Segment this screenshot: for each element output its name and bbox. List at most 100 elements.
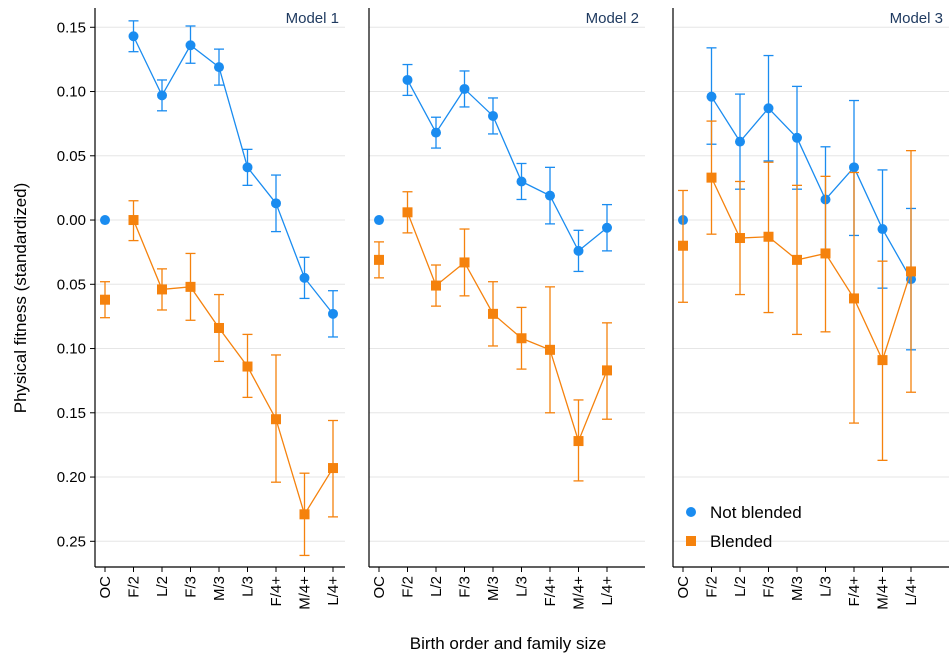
series-not-blended: [678, 47, 916, 351]
data-point: [431, 127, 441, 138]
panel-title: Model 2: [586, 10, 639, 27]
data-point: [602, 222, 612, 233]
x-tick-label: M/4+: [875, 576, 892, 610]
data-point: [299, 509, 310, 520]
series-not-blended: [374, 63, 612, 273]
x-tick-label: L/4+: [903, 576, 920, 606]
data-point: [735, 233, 745, 244]
data-point: [488, 308, 498, 319]
series-line: [710, 177, 912, 362]
data-point: [545, 190, 555, 201]
x-tick-label: L/3: [240, 576, 257, 597]
data-point: [516, 176, 527, 187]
panels: 0.15 0.10 0.05 0.00 0.05 0.10 0.15 0.20 0.25 OC F/…: [57, 8, 949, 610]
data-point: [214, 62, 224, 73]
data-point: [735, 136, 745, 147]
legend-label-2: Blended: [710, 532, 772, 551]
panel-1: 0.15 0.10 0.05 0.00 0.05 0.10 0.15 0.20 0.25 OC F/…: [57, 8, 345, 610]
series-line: [710, 96, 912, 280]
data-point: [459, 257, 470, 268]
x-tick-label: F/3: [457, 576, 474, 598]
series-blended: [100, 200, 338, 557]
data-point: [706, 172, 717, 183]
x-tick-label: M/3: [211, 576, 228, 601]
data-point: [100, 294, 110, 305]
legend-marker-1: [686, 507, 696, 517]
x-tick-label: F/4+: [268, 576, 285, 607]
data-point: [877, 355, 888, 366]
series-not-blended: [100, 20, 338, 338]
x-tick-label: L/2: [428, 576, 445, 597]
data-point: [516, 333, 527, 344]
x-tick-label: F/2: [704, 576, 721, 598]
data-point: [849, 293, 859, 304]
data-point: [849, 162, 859, 173]
x-tick-label: L/3: [818, 576, 835, 597]
series-line: [132, 35, 334, 315]
x-tick-label: L/4+: [325, 576, 342, 606]
series-line: [406, 79, 608, 252]
y-tick-label: 0.15: [57, 19, 86, 36]
data-point: [157, 284, 167, 295]
y-tick-label: 0.05: [57, 148, 86, 165]
data-point: [271, 198, 281, 209]
y-tick-label: 0.10: [57, 84, 86, 101]
data-point: [602, 365, 612, 376]
data-point: [214, 322, 224, 333]
data-point: [128, 31, 139, 42]
data-point: [820, 248, 831, 259]
data-point: [431, 280, 441, 291]
panel-3: OC F/2 L/2 F/3 M/3 L/3 F/4+ M/4+ L/4+ Model 3: [672, 8, 949, 610]
panel-title: Model 1: [286, 10, 339, 27]
series-blended: [374, 191, 612, 482]
data-point: [128, 215, 139, 226]
y-tick-label: 0.10: [57, 341, 86, 358]
x-tick-label: F/4+: [846, 576, 863, 607]
legend-label-1: Not blended: [710, 503, 802, 522]
y-axis-title: Physical fitness (standardized): [11, 183, 30, 414]
data-point: [488, 110, 498, 121]
data-point: [906, 266, 916, 277]
data-point: [374, 254, 384, 265]
data-point: [459, 83, 470, 94]
x-tick-label: OC: [371, 576, 388, 599]
x-tick-label: F/3: [183, 576, 200, 598]
data-point: [299, 272, 310, 283]
series-line: [132, 219, 334, 516]
data-point: [402, 207, 413, 218]
data-point: [100, 215, 110, 226]
x-tick-label: F/4+: [542, 576, 559, 607]
legend: Not blended Blended: [686, 503, 802, 551]
x-tick-label: M/4+: [297, 576, 314, 610]
data-point: [242, 361, 253, 372]
x-tick-label: L/4+: [599, 576, 616, 606]
data-point: [328, 463, 338, 474]
data-point: [792, 254, 802, 265]
legend-marker-2: [686, 536, 696, 546]
y-tick-label: 0.15: [57, 405, 86, 422]
x-tick-label: L/3: [514, 576, 531, 597]
x-axis-title: Birth order and family size: [410, 634, 607, 653]
data-point: [185, 40, 196, 51]
data-point: [328, 308, 338, 319]
data-point: [706, 91, 717, 102]
data-point: [157, 90, 167, 101]
y-tick-label: 0.20: [57, 469, 86, 486]
y-tick-label: 0.05: [57, 276, 86, 293]
data-point: [678, 240, 688, 251]
y-tick-label: 0.25: [57, 533, 86, 550]
data-point: [763, 231, 774, 242]
data-point: [185, 281, 196, 292]
x-tick-label: F/2: [400, 576, 417, 598]
x-tick-label: L/2: [732, 576, 749, 597]
x-tick-label: F/2: [126, 576, 143, 598]
panel-title: Model 3: [890, 10, 943, 27]
data-point: [573, 245, 584, 256]
data-point: [545, 344, 555, 355]
y-tick-label: 0.00: [57, 212, 86, 229]
series-blended: [678, 120, 916, 461]
x-tick-label: OC: [675, 576, 692, 599]
x-tick-label: M/3: [485, 576, 502, 601]
x-tick-label: M/3: [789, 576, 806, 601]
